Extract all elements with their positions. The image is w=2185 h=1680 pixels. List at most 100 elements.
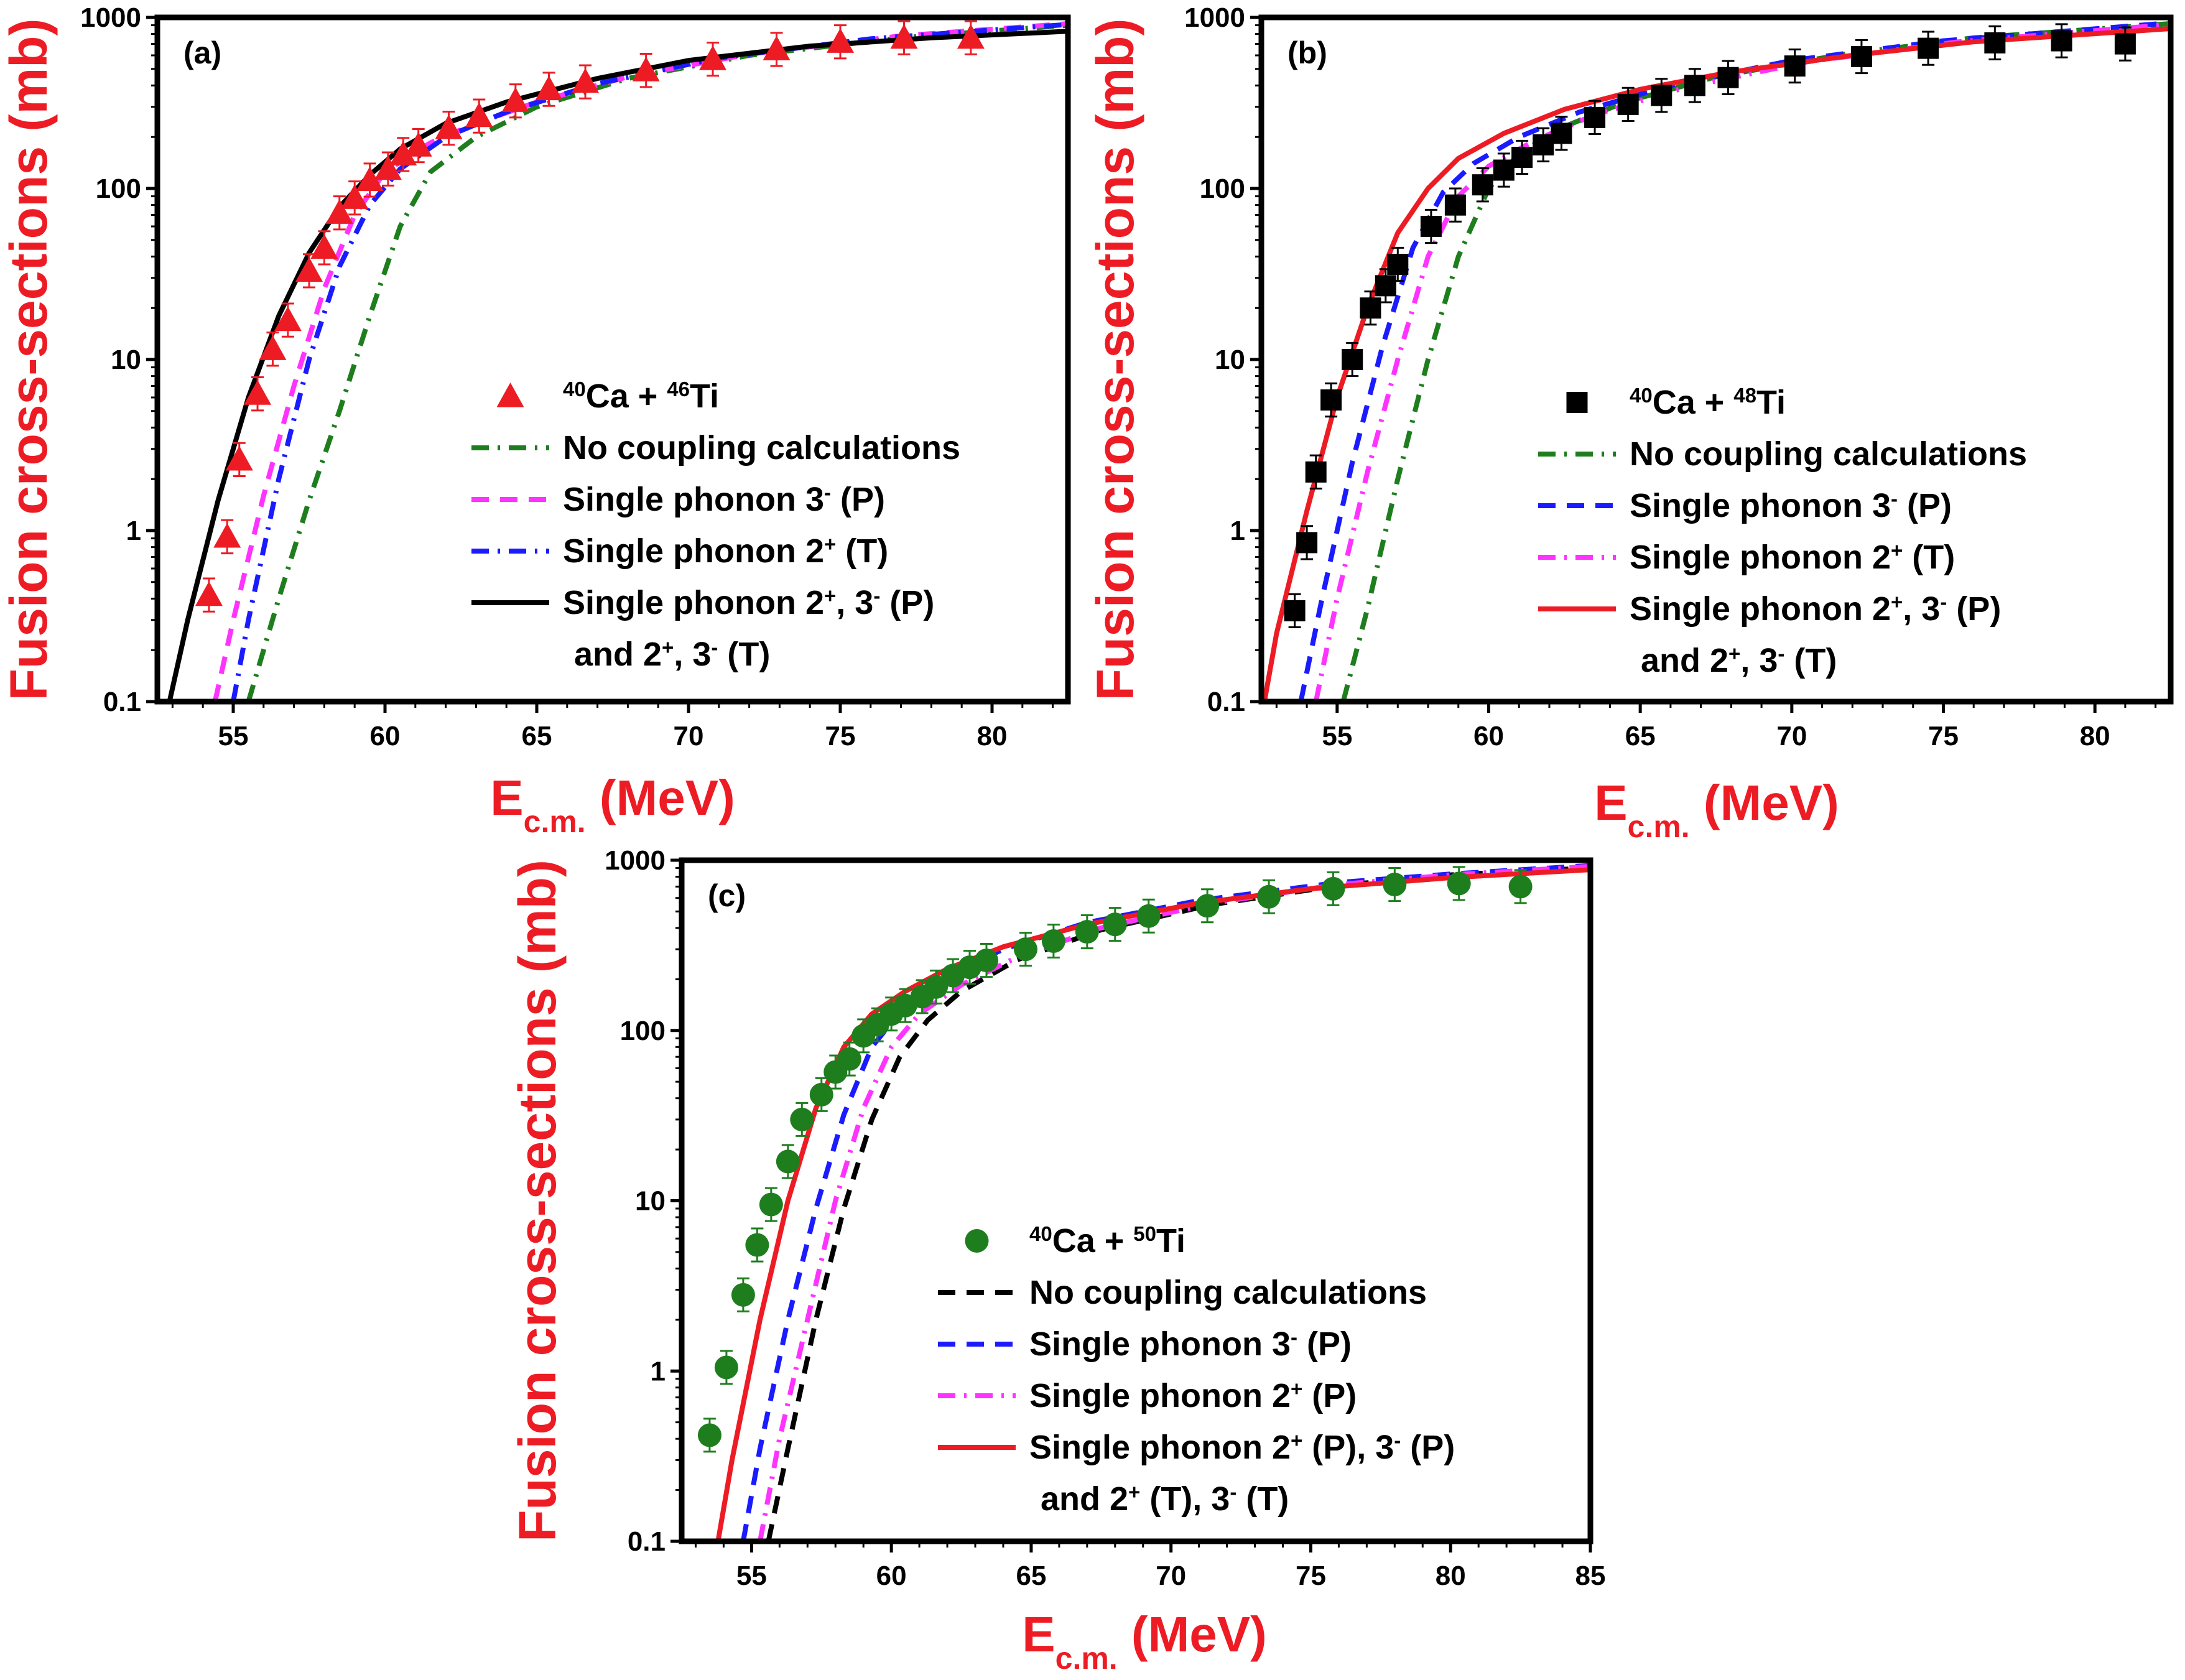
data-point xyxy=(1296,532,1318,554)
x-axis-label: Ec.m. (MeV) xyxy=(490,770,735,839)
x-tick-label: 65 xyxy=(522,721,552,751)
x-tick-label: 70 xyxy=(674,721,704,751)
plot-area xyxy=(1261,20,2171,702)
legend-entry: 40Ca + 46Ti xyxy=(563,378,719,415)
data-point xyxy=(389,141,417,165)
data-point xyxy=(1984,32,2006,53)
data-point xyxy=(1508,875,1533,899)
legend-entry: Single phonon 3- (P) xyxy=(1630,487,1952,525)
data-point xyxy=(1472,174,1493,196)
data-point xyxy=(1136,904,1161,928)
data-point xyxy=(1684,75,1705,96)
data-point xyxy=(890,24,918,49)
legend-entry: Single phonon 2+ (P), 3- (P) xyxy=(1029,1429,1455,1467)
y-tick-label: 0.1 xyxy=(1207,687,1245,717)
legend-entry: Single phonon 2+, 3- (P) xyxy=(563,584,934,622)
y-tick-label: 100 xyxy=(620,1016,666,1046)
legend-entry: Single phonon 2+ (T) xyxy=(563,532,888,570)
x-tick-label: 55 xyxy=(736,1561,767,1591)
data-point xyxy=(697,1423,721,1447)
data-point xyxy=(295,257,323,282)
data-point xyxy=(1375,275,1396,297)
x-tick-label: 75 xyxy=(1296,1561,1326,1591)
legend-entry: No coupling calculations xyxy=(1029,1274,1427,1311)
data-point xyxy=(809,1082,833,1107)
legend-entry: 40Ca + 48Ti xyxy=(1630,384,1786,422)
y-tick-label: 0.1 xyxy=(103,687,141,717)
data-point xyxy=(1551,123,1572,144)
x-axis-label: Ec.m. (MeV) xyxy=(1594,775,1839,844)
data-point xyxy=(632,57,660,81)
data-point xyxy=(1195,894,1220,918)
data-point xyxy=(1447,871,1471,896)
legend-entry-line2: and 2+ (T), 3- (T) xyxy=(1041,1480,1289,1518)
data-point xyxy=(974,949,998,973)
y-tick-label: 100 xyxy=(1200,174,1245,204)
data-point xyxy=(1444,194,1466,216)
data-point xyxy=(1360,297,1381,319)
plot-area xyxy=(697,863,1590,1541)
data-point xyxy=(341,184,369,209)
legend: 40Ca + 50Ti No coupling calculations Singl… xyxy=(938,1222,1455,1518)
data-point xyxy=(435,114,463,139)
plot-area xyxy=(167,20,1068,702)
data-point xyxy=(535,75,563,101)
data-point xyxy=(1321,876,1345,901)
series-line-2 xyxy=(740,863,1590,1541)
panel-label: (b) xyxy=(1287,35,1327,70)
x-tick-label: 60 xyxy=(876,1561,907,1591)
x-axis-label: Ec.m. (MeV) xyxy=(1022,1607,1266,1676)
data-point xyxy=(1387,254,1409,276)
data-point xyxy=(1784,55,1806,77)
chart-panel-2: 55 60 65 70 75 80 85 0.1 1 10 100 1000 (c) Fusion cro… xyxy=(508,845,1605,1676)
data-point xyxy=(957,24,985,49)
legend-entry: 40Ca + 50Ti xyxy=(1029,1222,1185,1260)
data-point xyxy=(1617,93,1639,115)
chart-panel-1: 55 60 65 70 75 80 0.1 1 10 100 1000 (b) Fusion cross… xyxy=(1086,2,2174,844)
data-point xyxy=(259,335,287,360)
legend-entry: Single phonon 2+, 3- (P) xyxy=(1630,590,2001,628)
data-point xyxy=(1533,134,1554,155)
data-point xyxy=(1257,884,1281,909)
data-point xyxy=(274,306,302,332)
data-point xyxy=(1075,920,1099,944)
data-point xyxy=(1383,873,1407,897)
data-point xyxy=(244,380,272,405)
y-tick-label: 10 xyxy=(1215,345,1245,375)
data-point xyxy=(790,1107,814,1131)
y-axis-label: Fusion cross-sections (mb) xyxy=(0,19,58,701)
legend-entry: No coupling calculations xyxy=(563,429,960,466)
data-point xyxy=(356,166,384,192)
data-point xyxy=(213,522,241,548)
data-point xyxy=(731,1283,755,1307)
y-axis-label: Fusion cross-sections (mb) xyxy=(508,860,567,1542)
legend-marker xyxy=(965,1229,989,1253)
legend-marker xyxy=(1566,392,1588,413)
legend-entry: No coupling calculations xyxy=(1630,435,2027,473)
y-tick-label: 1000 xyxy=(80,2,141,33)
data-point xyxy=(310,234,338,259)
x-tick-label: 65 xyxy=(1016,1561,1046,1591)
series-line-1 xyxy=(1340,21,2171,702)
legend-entry: Single phonon 3- (P) xyxy=(563,481,885,519)
data-point xyxy=(374,155,402,180)
data-point xyxy=(325,199,353,224)
legend-entry: Single phonon 3- (P) xyxy=(1029,1325,1352,1363)
x-tick-label: 70 xyxy=(1776,721,1807,751)
y-tick-label: 0.1 xyxy=(628,1526,666,1557)
legend: 40Ca + 46Ti No coupling calculations Singl… xyxy=(471,378,960,673)
data-point xyxy=(1342,349,1363,370)
x-tick-label: 80 xyxy=(977,721,1008,751)
data-point xyxy=(1305,461,1327,483)
x-tick-label: 55 xyxy=(218,721,249,751)
data-point xyxy=(837,1047,861,1071)
panel-label: (a) xyxy=(183,35,221,70)
x-tick-label: 75 xyxy=(825,721,856,751)
y-tick-label: 1 xyxy=(126,516,141,546)
data-point xyxy=(924,975,949,999)
data-point xyxy=(1013,937,1037,962)
data-point xyxy=(1511,146,1533,168)
data-point xyxy=(1850,46,1872,68)
legend-entry: Single phonon 2+ (T) xyxy=(1630,539,1955,577)
